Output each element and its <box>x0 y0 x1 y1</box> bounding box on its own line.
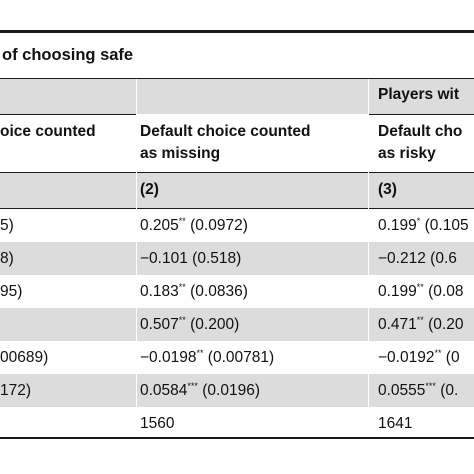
table-cell-c3: 0.471** (0.20 <box>378 315 463 335</box>
coefficient: −0.212 <box>378 250 426 267</box>
significance-stars: ** <box>416 315 424 325</box>
significance-stars: ** <box>178 315 186 325</box>
coefficient: 0.199 <box>378 217 417 234</box>
coefficient: 0.0555 <box>378 382 426 399</box>
table-cell-c2: 0.205** (0.0972) <box>140 216 248 236</box>
table-cell-c2: 0.507** (0.200) <box>140 315 239 335</box>
column-number-rule <box>0 208 474 209</box>
column-number-3: (3) <box>378 181 397 198</box>
table-cell-col1: 5) <box>0 217 14 234</box>
table-cell-c3: −0.0192** (0 <box>378 348 460 368</box>
column-label-1: oice counted <box>0 123 96 140</box>
table-cell-c3: 0.0555*** (0. <box>378 381 458 401</box>
standard-error: (0.20 <box>428 316 464 333</box>
table-cell-c3: −0.212 (0.6 <box>378 249 457 269</box>
significance-stars: ** <box>434 348 442 358</box>
bottom-rule <box>0 437 474 439</box>
table-cell-c2: −0.0198** (0.00781) <box>140 348 274 368</box>
group-header-rule-right <box>368 114 474 115</box>
table-caption: of choosing safe <box>2 46 134 64</box>
caption-rule <box>0 78 474 79</box>
significance-stars: ** <box>196 348 204 358</box>
group-header-row <box>0 79 474 114</box>
significance-stars: * <box>416 216 421 226</box>
column-number-row <box>0 173 474 208</box>
coefficient: 0.471 <box>378 316 417 333</box>
standard-error: (0.0836) <box>190 283 248 300</box>
coefficient: 0.507 <box>140 316 179 333</box>
standard-error: (0.105 <box>424 217 469 234</box>
group-header-label: Players wit <box>378 86 459 103</box>
standard-error: (0. <box>440 382 459 399</box>
coefficient: 0.183 <box>140 283 179 300</box>
significance-stars: ** <box>178 282 186 292</box>
standard-error: (0.08 <box>428 283 464 300</box>
standard-error: (0.6 <box>430 250 457 267</box>
table-row-shade <box>0 374 474 407</box>
significance-stars: ** <box>416 282 424 292</box>
table-cell-c3: 0.199* (0.105 <box>378 216 469 236</box>
column-separator-2 <box>368 79 369 437</box>
table-cell-c3: 1641 <box>378 414 412 434</box>
coefficient: −0.0192 <box>378 349 435 366</box>
coefficient: −0.101 <box>140 250 188 267</box>
column-label-3-line2: as risky <box>378 145 436 162</box>
significance-stars: *** <box>425 381 436 391</box>
column-number-2: (2) <box>140 181 159 198</box>
standard-error: (0.00781) <box>207 349 275 366</box>
column-separator-1 <box>136 79 137 437</box>
table-cell-col1: 00689) <box>0 349 49 366</box>
top-rule <box>0 30 474 33</box>
table-cell-c3: 0.199** (0.08 <box>378 282 463 302</box>
column-label-2-line1: Default choice counted <box>140 123 311 140</box>
column-label-3-line1: Default cho <box>378 123 463 140</box>
table-cell-col1: 8) <box>0 250 14 267</box>
table-cell-col1: 172) <box>0 382 32 399</box>
standard-error: (0.200) <box>190 316 240 333</box>
standard-error: (0.0972) <box>190 217 248 234</box>
standard-error: (0.0196) <box>202 382 260 399</box>
table-cell-c2: 1560 <box>140 414 174 434</box>
standard-error: (0.518) <box>192 250 242 267</box>
coefficient: 1641 <box>378 415 413 432</box>
significance-stars: *** <box>187 381 198 391</box>
column-label-rule <box>0 172 474 173</box>
coefficient: −0.0198 <box>140 349 197 366</box>
table-row-shade <box>0 308 474 341</box>
group-header-rule <box>0 114 136 115</box>
table-cell-c2: 0.183** (0.0836) <box>140 282 248 302</box>
significance-stars: ** <box>178 216 186 226</box>
table-cell-c2: −0.101 (0.518) <box>140 249 241 269</box>
table-cell-col1: 95) <box>0 283 23 300</box>
coefficient: 0.199 <box>378 283 417 300</box>
coefficient: 0.205 <box>140 217 179 234</box>
table-cell-c2: 0.0584*** (0.0196) <box>140 381 260 401</box>
coefficient: 1560 <box>140 415 175 432</box>
standard-error: (0 <box>445 349 460 366</box>
coefficient: 0.0584 <box>140 382 188 399</box>
column-label-2-line2: as missing <box>140 145 221 162</box>
table-row-shade <box>0 242 474 275</box>
